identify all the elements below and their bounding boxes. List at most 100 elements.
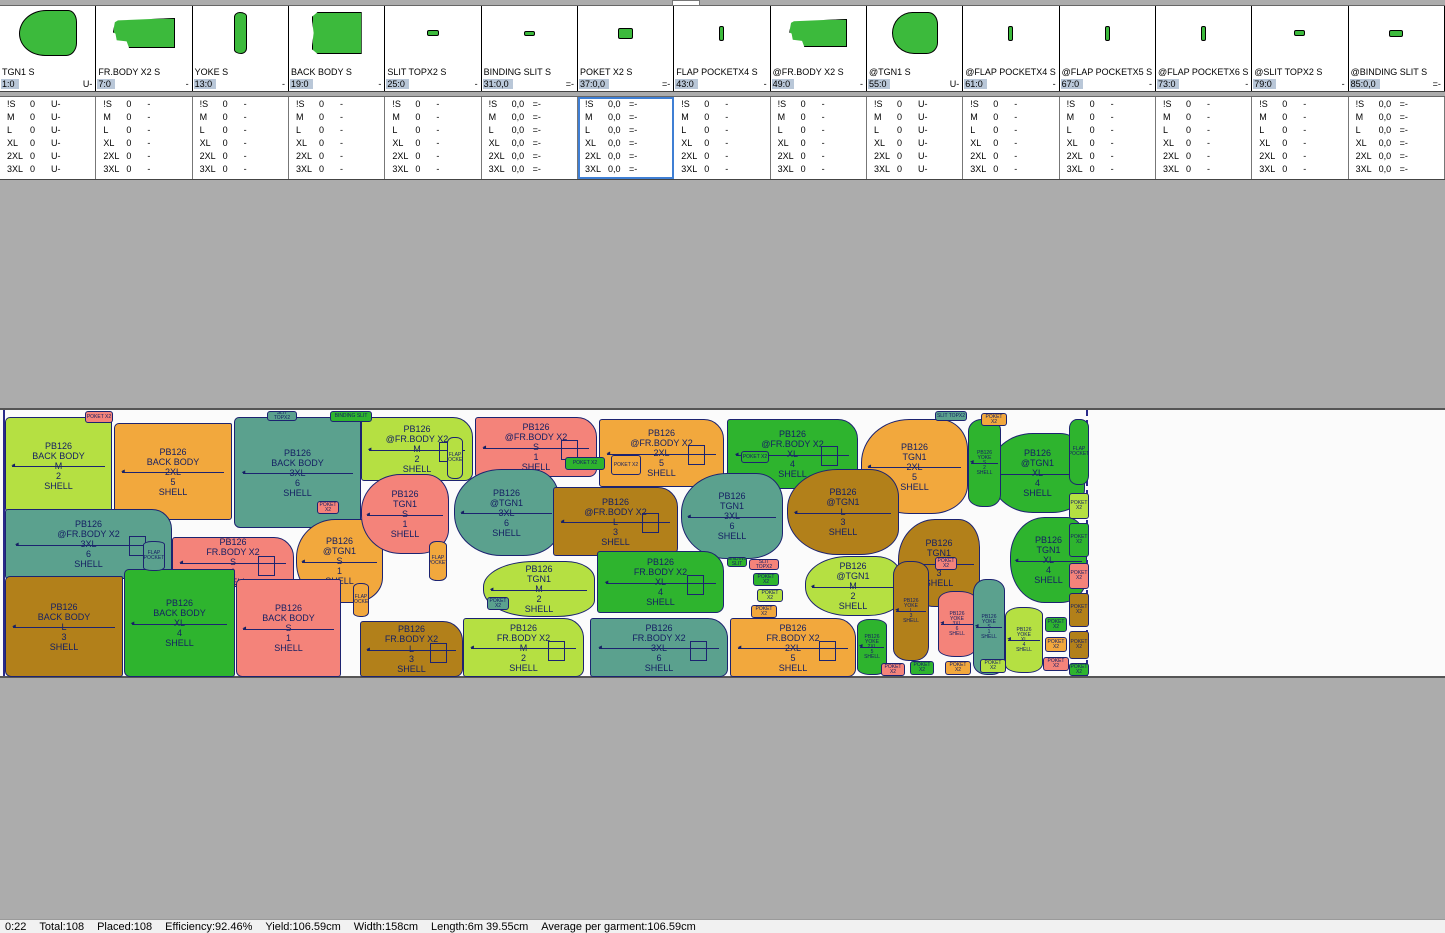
marker-piece[interactable]: POKET X2 bbox=[1069, 523, 1089, 557]
pattern-thumbnail-cell[interactable]: @FLAP POCKETX4 S 61:0 - bbox=[963, 6, 1060, 91]
marker-piece[interactable]: PB126 FR.BODY X2 M 2 SHELL bbox=[463, 618, 584, 677]
marker-piece[interactable]: POKET X2 bbox=[487, 597, 509, 610]
pattern-shape-area bbox=[482, 6, 577, 60]
pattern-thumbnail-cell[interactable]: BACK BODY S 19:0 - bbox=[288, 6, 386, 91]
marker-piece[interactable]: PB126 FR.BODY X2 XL 4 SHELL bbox=[597, 551, 724, 613]
marker-piece[interactable]: PB126 YOKE L 3 SHELL bbox=[893, 561, 929, 661]
pattern-thumbnail-cell[interactable]: TGN1 S 1:0 U- bbox=[0, 6, 97, 91]
marker-piece[interactable]: POKET X2 bbox=[935, 557, 957, 570]
size-quantity-cell[interactable]: !S 0 - M 0 - L 0 - XL 0 - 2XL 0 - 3XL 0 - bbox=[1059, 97, 1156, 179]
size-quantity-cell[interactable]: !S 0 - M 0 - L 0 - XL 0 - 2XL 0 - 3XL 0 - bbox=[192, 97, 289, 179]
marker-piece[interactable]: PB126 @TGN1 M 2 SHELL bbox=[805, 556, 901, 616]
marker-piece[interactable]: PB126 @TGN1 L 3 SHELL bbox=[787, 469, 899, 555]
marker-piece[interactable]: POKET X2 bbox=[565, 457, 605, 470]
size-quantity-cell[interactable]: !S 0,0 =- M 0,0 =- L 0,0 =- XL 0,0 =- 2XL 0,0 =- 3… bbox=[481, 97, 578, 179]
marker-piece[interactable]: PB126 TGN1 S 1 SHELL bbox=[361, 474, 449, 554]
size-quantity-cell[interactable]: !S 0 - M 0 - L 0 - XL 0 - 2XL 0 - 3XL 0 - bbox=[96, 97, 193, 179]
marker-piece[interactable]: PB126 FR.BODY X2 3XL 6 SHELL bbox=[590, 618, 728, 677]
size-quantity-cell[interactable]: !S 0 U- M 0 U- L 0 U- XL 0 U- 2XL 0 U- 3XL 0 U- bbox=[866, 97, 964, 179]
marker-piece[interactable]: FLAP POCKET bbox=[447, 437, 463, 479]
marker-piece[interactable]: BINDING SLIT bbox=[727, 557, 747, 567]
pattern-thumbnail-cell[interactable]: @SLIT TOPX2 S 79:0 - bbox=[1252, 6, 1349, 91]
marker-piece[interactable]: SLIT TOPX2 bbox=[935, 411, 967, 421]
marker-piece[interactable]: PB126 @FR.BODY X2 L 3 SHELL bbox=[553, 487, 678, 556]
marker-piece[interactable]: POKET X2 bbox=[1069, 563, 1089, 589]
size-quantity-cell[interactable]: !S 0 U- M 0 U- L 0 U- XL 0 U- 2XL 0 U- 3XL 0 U- bbox=[0, 97, 97, 179]
marker-piece[interactable]: PB126 YOKE 3XL 6 SHELL bbox=[938, 591, 976, 657]
piece-label-material: SHELL bbox=[524, 604, 554, 614]
pattern-thumbnail-cell[interactable]: @FLAP POCKETX6 S 73:0 - bbox=[1155, 6, 1253, 91]
marker-piece[interactable]: FLAP POCKET bbox=[143, 541, 165, 571]
size-quantity-cell[interactable]: !S 0,0 =- M 0,0 =- L 0,0 =- XL 0,0 =- 2XL 0,0 =- 3… bbox=[1348, 97, 1445, 179]
piece-label-name: @FR.BODY X2 bbox=[385, 434, 449, 444]
marker-piece[interactable]: POKET X2 bbox=[981, 413, 1007, 426]
size-quantity-cell[interactable]: !S 0 - M 0 - L 0 - XL 0 - 2XL 0 - 3XL 0 - bbox=[1252, 97, 1349, 179]
marker-piece[interactable]: SLIT TOPX2 bbox=[749, 559, 779, 570]
size-qty: 0 bbox=[1185, 138, 1191, 148]
marker-piece[interactable]: POKET X2 bbox=[1045, 637, 1067, 652]
marker-piece[interactable]: POKET X2 bbox=[945, 661, 971, 675]
size-quantity-cell[interactable]: !S 0 - M 0 - L 0 - XL 0 - 2XL 0 - 3XL 0 - bbox=[674, 97, 771, 179]
marker-piece[interactable]: FLAP POCKET bbox=[429, 541, 447, 581]
marker-piece[interactable]: PB126 FR.BODY X2 2XL 5 SHELL bbox=[730, 618, 856, 677]
pattern-thumbnail-cell[interactable]: POKET X2 S 37:0,0 =- bbox=[577, 6, 675, 91]
marker-piece[interactable]: BINDING SLIT bbox=[330, 411, 372, 422]
pattern-thumbnail-cell[interactable]: @FLAP POCKETX5 S 67:0 - bbox=[1059, 6, 1156, 91]
size-flag: - bbox=[436, 99, 440, 109]
size-quantity-cell[interactable]: !S 0 - M 0 - L 0 - XL 0 - 2XL 0 - 3XL 0 - bbox=[288, 97, 386, 179]
piece-label-material: SHELL bbox=[44, 480, 73, 491]
size-quantity-cell[interactable]: !S 0,0 =- M 0,0 =- L 0,0 =- XL 0,0 =- 2XL 0,0 =- 3… bbox=[577, 97, 675, 179]
pattern-thumbnail-cell[interactable]: YOKE S 13:0 - bbox=[192, 6, 289, 91]
marker-piece[interactable]: POKET X2 bbox=[1069, 593, 1089, 627]
pattern-thumbnail-cell[interactable]: @TGN1 S 55:0 U- bbox=[866, 6, 964, 91]
marker-piece[interactable]: PB126 BACK BODY S 1 SHELL bbox=[236, 579, 341, 677]
pattern-thumbnail-cell[interactable]: FR.BODY X2 S 7:0 - bbox=[96, 6, 193, 91]
marker-piece[interactable]: POKET X2 bbox=[741, 451, 769, 463]
marker-piece[interactable]: FLAP POCKET bbox=[1069, 419, 1089, 485]
marker-piece[interactable]: POKET X2 bbox=[753, 573, 779, 586]
marker-piece[interactable]: PB126 BACK BODY M 2 SHELL bbox=[5, 417, 112, 514]
status-item: Average per garment:106.59cm bbox=[541, 920, 696, 933]
marker-piece[interactable]: PB126 BACK BODY 3XL 6 SHELL bbox=[234, 417, 361, 528]
marker-piece[interactable]: PB126 YOKE S 2 SHELL bbox=[968, 419, 1001, 507]
pattern-thumbnail-cell[interactable]: @BINDING SLIT S 85:0,0 =- bbox=[1348, 6, 1445, 91]
marker-piece[interactable]: POKET X2 bbox=[751, 605, 777, 618]
marker-piece[interactable]: PB126 FR.BODY X2 L 3 SHELL bbox=[360, 621, 463, 677]
marker-piece[interactable]: POKET X2 bbox=[1069, 663, 1089, 676]
marker-piece[interactable]: PB126 BACK BODY L 3 SHELL bbox=[5, 576, 123, 677]
marker-piece[interactable]: POKET X2 bbox=[611, 455, 641, 475]
marker-canvas[interactable]: PB126 BACK BODY M 2 SHELL PB126 BACK BOD… bbox=[0, 408, 1445, 678]
marker-piece[interactable]: PB126 BACK BODY XL 4 SHELL bbox=[124, 569, 235, 677]
marker-piece[interactable]: POKET X2 bbox=[1069, 493, 1089, 519]
marker-piece[interactable]: SLIT TOPX2 bbox=[267, 411, 297, 421]
size-quantity-cell[interactable]: !S 0 - M 0 - L 0 - XL 0 - 2XL 0 - 3XL 0 - bbox=[1155, 97, 1253, 179]
panel-scroll-button[interactable] bbox=[672, 0, 700, 6]
size-qty: 0 bbox=[126, 112, 132, 122]
marker-piece[interactable]: PB126 @FR.BODY X2 2XL 5 SHELL bbox=[599, 419, 724, 487]
marker-piece[interactable]: POKET X2 bbox=[881, 663, 905, 676]
marker-piece[interactable]: POKET X2 bbox=[757, 589, 783, 602]
piece-label-number: 2 bbox=[520, 652, 526, 663]
marker-piece[interactable]: PB126 TGN1 2XL 5 SHELL bbox=[861, 419, 968, 514]
marker-piece[interactable]: POKET X2 bbox=[317, 501, 339, 514]
marker-piece[interactable]: POKET X2 bbox=[1045, 617, 1067, 632]
marker-piece[interactable]: POKET X2 bbox=[1069, 631, 1089, 659]
marker-piece[interactable]: FLAP POCKET bbox=[353, 583, 369, 617]
pattern-thumbnail-cell[interactable]: BINDING SLIT S 31:0,0 =- bbox=[481, 6, 578, 91]
pattern-thumbnail-cell[interactable]: FLAP POCKETX4 S 43:0 - bbox=[674, 6, 771, 91]
marker-piece[interactable]: PB126 BACK BODY 2XL 5 SHELL bbox=[114, 423, 232, 520]
size-row: L 0 - bbox=[1163, 124, 1251, 137]
marker-piece[interactable]: POKET X2 bbox=[910, 661, 934, 675]
marker-piece[interactable]: POKET X2 bbox=[980, 659, 1006, 673]
pattern-thumbnail-cell[interactable]: @FR.BODY X2 S 49:0 - bbox=[770, 6, 867, 91]
marker-piece[interactable]: PB126 YOKE XL 4 SHELL bbox=[1005, 607, 1043, 673]
pattern-thumbnail-cell[interactable]: SLIT TOPX2 S 25:0 - bbox=[385, 6, 482, 91]
size-quantity-cell[interactable]: !S 0 - M 0 - L 0 - XL 0 - 2XL 0 - 3XL 0 - bbox=[770, 97, 867, 179]
marker-piece[interactable]: PB126 TGN1 3XL 6 SHELL bbox=[681, 473, 783, 559]
size-label: XL bbox=[7, 138, 19, 148]
size-quantity-cell[interactable]: !S 0 - M 0 - L 0 - XL 0 - 2XL 0 - 3XL 0 - bbox=[963, 97, 1060, 179]
marker-piece[interactable]: POKET X2 bbox=[85, 411, 113, 423]
marker-piece[interactable]: POKET X2 bbox=[1043, 657, 1069, 671]
marker-piece[interactable]: PB126 @TGN1 3XL 6 SHELL bbox=[454, 469, 559, 556]
size-quantity-cell[interactable]: !S 0 - M 0 - L 0 - XL 0 - 2XL 0 - 3XL 0 - bbox=[385, 97, 482, 179]
